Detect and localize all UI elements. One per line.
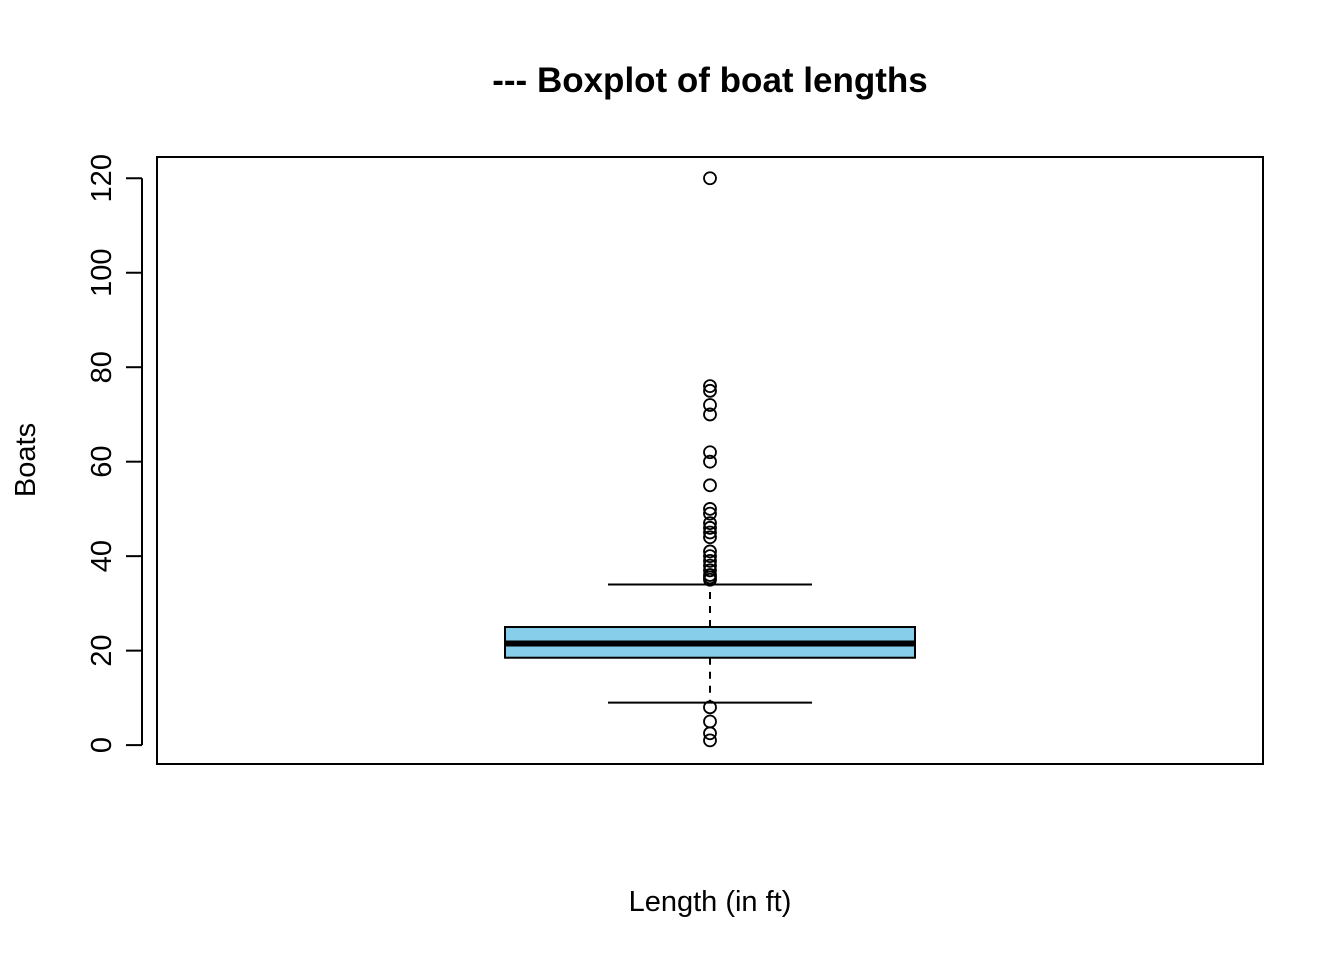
outlier-point bbox=[703, 407, 717, 422]
outlier-point bbox=[703, 379, 717, 394]
x-axis-label: Length (in ft) bbox=[629, 886, 792, 918]
outlier-point bbox=[703, 700, 717, 715]
y-tick-label: 100 bbox=[86, 249, 118, 297]
outlier-point bbox=[703, 171, 717, 186]
outlier-point bbox=[703, 454, 717, 469]
y-tick-label: 40 bbox=[86, 540, 118, 572]
outlier-point bbox=[703, 549, 717, 564]
outlier-point bbox=[703, 563, 717, 578]
y-tick-label: 120 bbox=[86, 154, 118, 202]
outlier-point bbox=[703, 398, 717, 412]
outlier-point bbox=[703, 445, 717, 460]
outlier-point bbox=[703, 553, 717, 568]
outlier-point bbox=[703, 558, 717, 573]
outlier-point bbox=[703, 520, 717, 535]
y-tick-label: 0 bbox=[86, 737, 118, 753]
chart-title: --- Boxplot of boat lengths bbox=[492, 61, 927, 100]
y-tick-label: 60 bbox=[86, 446, 118, 478]
y-tick-label: 80 bbox=[86, 351, 118, 383]
outlier-point bbox=[703, 733, 717, 748]
outlier-point bbox=[703, 525, 717, 540]
outlier-point bbox=[703, 383, 717, 398]
outlier-point bbox=[703, 568, 717, 582]
outlier-point bbox=[703, 530, 717, 545]
y-tick-label: 20 bbox=[86, 634, 118, 666]
outlier-point bbox=[703, 478, 717, 493]
outlier-points bbox=[703, 171, 717, 748]
y-axis-label: Boats bbox=[10, 423, 42, 497]
box-group bbox=[504, 583, 916, 704]
outlier-point bbox=[703, 506, 717, 521]
outlier-point bbox=[703, 714, 717, 729]
outlier-point bbox=[703, 544, 717, 559]
outlier-point bbox=[703, 726, 717, 741]
plot-frame bbox=[156, 156, 1264, 765]
y-axis: 0 20 40 60 80 100 120 bbox=[86, 154, 143, 753]
outlier-point bbox=[703, 502, 717, 516]
outlier-point bbox=[703, 516, 717, 530]
